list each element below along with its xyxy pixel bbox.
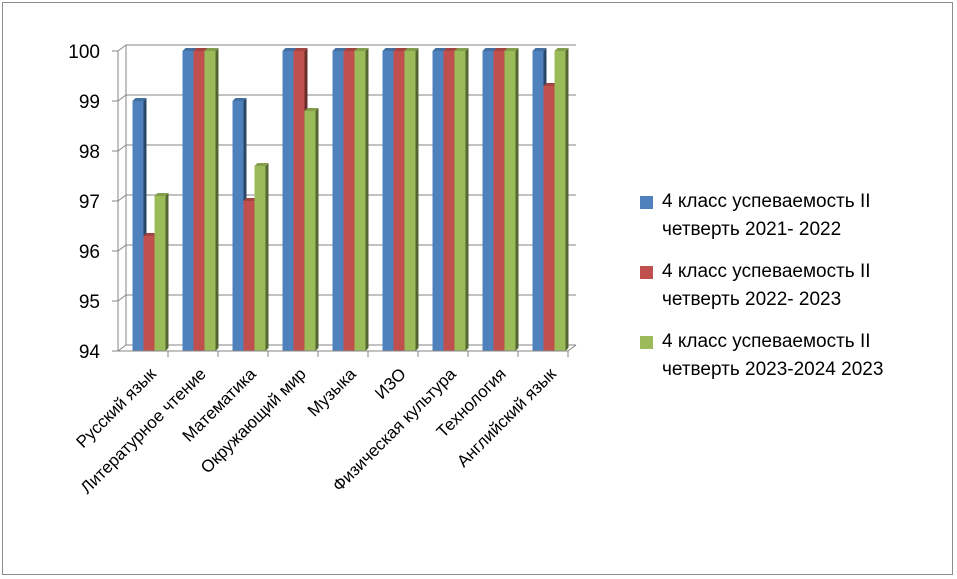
bar: [404, 51, 416, 351]
bar-top: [493, 48, 508, 51]
bar-top: [143, 233, 158, 236]
legend-swatch-2: [640, 266, 653, 279]
legend-swatch-3: [640, 336, 653, 349]
gridline-depth: [117, 144, 127, 152]
bar: [454, 51, 466, 351]
legend-swatch-1: [640, 196, 653, 209]
bar: [443, 51, 455, 351]
bar-top: [182, 48, 197, 51]
bar: [143, 236, 155, 351]
y-tick-label: 95: [79, 292, 100, 313]
y-tick-label: 98: [79, 142, 100, 163]
y-tick-label: 97: [79, 192, 100, 213]
bar-top: [343, 48, 358, 51]
bar-top: [332, 48, 347, 51]
bar: [282, 51, 294, 351]
axes: [112, 45, 577, 357]
bar-side: [415, 48, 419, 351]
y-tick-label: 99: [79, 92, 100, 113]
bar-top: [393, 48, 408, 51]
gridline-depth: [117, 244, 127, 252]
bar-top: [282, 48, 297, 51]
bar-top: [354, 48, 369, 51]
legend-item-1: 4 класс успеваемость II четверть 2021- 2…: [640, 188, 950, 244]
bar-top: [243, 198, 258, 201]
bar: [254, 166, 266, 351]
bar: [343, 51, 355, 351]
x-tick-label: ИЗО: [371, 364, 410, 403]
bar: [154, 196, 166, 351]
y-tick-labels: 94 95 96 97 98 99 100: [68, 42, 100, 363]
gridline-depth: [117, 44, 127, 52]
bar-side: [365, 48, 369, 351]
bar-top: [443, 48, 458, 51]
legend-item-3: 4 класс успеваемость II четверть 2023-20…: [640, 328, 950, 384]
bar: [304, 111, 316, 351]
bar-side: [265, 163, 269, 351]
legend-label-2b: четверть 2022- 2023: [662, 289, 842, 310]
bar-side: [165, 193, 169, 351]
bar-top: [504, 48, 519, 51]
bar: [382, 51, 394, 351]
legend-label-1b: четверть 2021- 2022: [662, 219, 842, 240]
bar-top: [454, 48, 469, 51]
bar: [293, 51, 305, 351]
bar-top: [293, 48, 308, 51]
bar-side: [315, 108, 319, 351]
legend-label-3b: четверть 2023-2024 2023: [662, 359, 884, 380]
bar-top: [154, 193, 169, 196]
bar: [543, 86, 555, 351]
bar: [482, 51, 494, 351]
y-tick-label: 100: [68, 42, 100, 63]
bar-side: [565, 48, 569, 351]
bar-side: [215, 48, 219, 351]
bar: [532, 51, 544, 351]
y-tick-label: 96: [79, 242, 100, 263]
legend-label-2a: 4 класс успеваемость II: [662, 261, 871, 282]
bar: [193, 51, 205, 351]
legend-item-2: 4 класс успеваемость II четверть 2022- 2…: [640, 258, 950, 314]
legend-label-3a: 4 класс успеваемость II: [662, 331, 871, 352]
bar-top: [482, 48, 497, 51]
legend-label-1a: 4 класс успеваемость II: [662, 191, 871, 212]
y-tick-label: 94: [79, 342, 101, 363]
bar: [232, 101, 244, 351]
gridline-depth: [117, 344, 127, 352]
bar: [243, 201, 255, 351]
bar: [204, 51, 216, 351]
bar: [393, 51, 405, 351]
bar-top: [554, 48, 569, 51]
bar-top: [193, 48, 208, 51]
bar-top: [543, 83, 558, 86]
bar: [432, 51, 444, 351]
bar-top: [254, 163, 269, 166]
bar: [132, 101, 144, 351]
bar-top: [132, 98, 147, 101]
gridline-depth: [117, 294, 127, 302]
bar-top: [404, 48, 419, 51]
bar-side: [515, 48, 519, 351]
bar-top: [304, 108, 319, 111]
bar: [182, 51, 194, 351]
x-tick-label: Музыка: [304, 364, 360, 420]
bar: [493, 51, 505, 351]
legend: 4 класс успеваемость II четверть 2021- 2…: [640, 188, 950, 398]
gridline-depth: [117, 194, 127, 202]
bar-top: [204, 48, 219, 51]
bar: [332, 51, 344, 351]
bar: [504, 51, 516, 351]
bar-side: [465, 48, 469, 351]
bar-top: [532, 48, 547, 51]
bar: [354, 51, 366, 351]
bar-top: [232, 98, 247, 101]
bar-top: [382, 48, 397, 51]
bar-top: [432, 48, 447, 51]
bar: [554, 51, 566, 351]
bars: [132, 48, 569, 351]
x-axis-depth: [567, 344, 577, 352]
gridline-depth: [117, 94, 127, 102]
